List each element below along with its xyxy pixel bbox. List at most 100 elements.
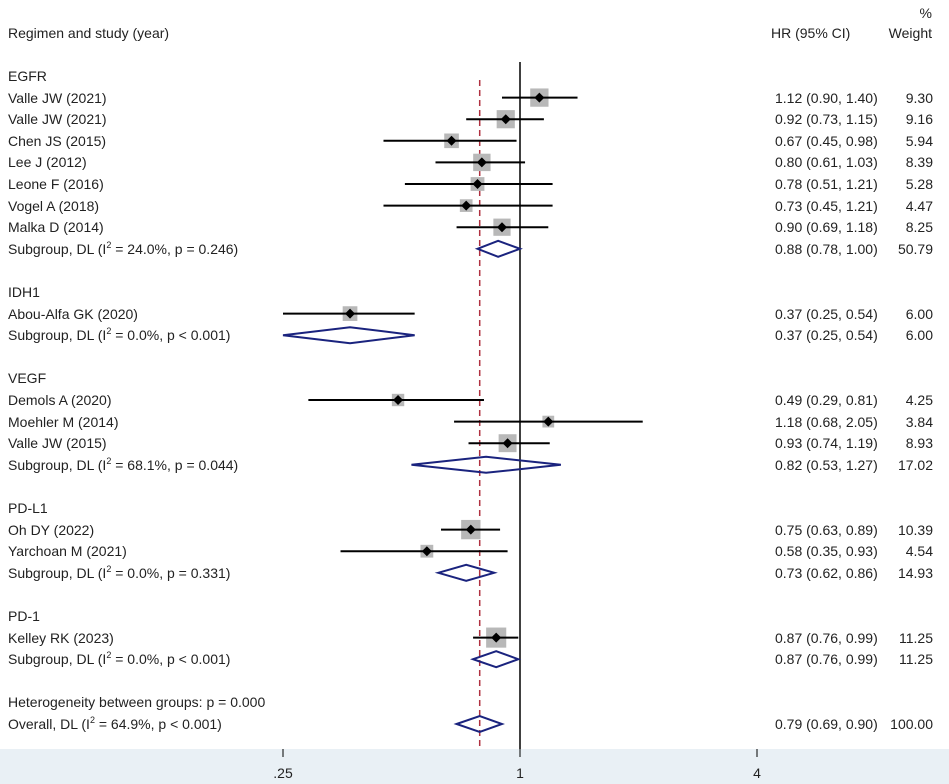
study-marker-point-estimate [345,308,356,319]
study-row-weight: 4.54 [905,543,933,560]
study-row-weight: 8.93 [905,435,933,452]
study-label: Lee J (2012) [8,154,87,171]
study-row-hr-ci: 0.80 (0.61, 1.03) [775,154,878,171]
overall-row-hr-ci: 0.79 (0.69, 0.90) [775,716,878,732]
study-row-weight: 5.94 [905,132,933,149]
study-marker-point-estimate [491,632,502,643]
subgroup-row-hr-ci: 0.73 (0.62, 0.86) [775,564,878,581]
study-label: Valle JW (2015) [8,435,107,452]
study-label: Vogel A (2018) [8,197,100,214]
subgroup-label-i2-superscript: 2 [106,239,112,250]
subgroup-label-prefix: Subgroup, DL (I [8,240,107,257]
subgroup-label-suffix: = 68.1%, p = 0.044) [111,456,239,473]
study-row-hr-ci: 0.90 (0.69, 1.18) [775,219,878,236]
study-label: Yarchoan M (2021) [8,543,127,560]
study-label: Oh DY (2022) [8,521,95,538]
study-marker-point-estimate [543,416,554,427]
group-label: EGFR [8,68,47,84]
subgroup-row-hr-ci: 0.82 (0.53, 1.27) [775,456,878,473]
subgroup-label-i2-superscript: 2 [106,650,112,661]
group-label: PD-1 [8,608,40,624]
group-label: VEGF [8,370,47,387]
study-label: Valle JW (2021) [8,111,107,128]
study-row-weight: 8.25 [905,219,933,236]
subgroup-label-suffix: = 0.0%, p < 0.001) [111,327,231,344]
study-row-hr-ci: 0.67 (0.45, 0.98) [775,132,878,149]
study-row-hr-ci: 0.87 (0.76, 0.99) [775,629,878,646]
study-marker-point-estimate [496,222,507,233]
subgroup-label-i2-superscript: 2 [106,563,112,574]
heterogeneity-label: Heterogeneity between groups: p = 0.000 [8,694,266,711]
subgroup-row-weight: 14.93 [897,564,933,581]
study-row-weight: 11.25 [899,629,933,646]
subgroup-label: Subgroup, DL (I2 = 68.1%, p = 0.044) [8,455,239,473]
study-marker-point-estimate [476,157,487,168]
study-label: Leone F (2016) [8,176,104,192]
study-label: Chen JS (2015) [8,132,107,149]
overall-diamond [453,714,505,734]
study-label: Malka D (2014) [8,219,104,236]
subgroup-label-suffix: = 0.0%, p < 0.001) [111,651,231,668]
overall-label-i2-superscript: 2 [89,715,95,725]
study-row-weight: 10.39 [897,521,933,538]
x-tick-label: 4 [753,765,761,781]
overall-row-weight: 100.00 [890,716,933,732]
study-row-hr-ci: 0.37 (0.25, 0.54) [775,305,878,322]
subgroup-diamond [470,650,522,669]
study-label: Valle JW (2021) [8,89,107,106]
group-label: IDH1 [8,284,40,300]
subgroup-row-hr-ci: 0.37 (0.25, 0.54) [775,327,878,344]
study-row-weight: 4.47 [905,197,933,214]
weight-header-percent: % [919,5,932,21]
overall-label-suffix: = 64.9%, p < 0.001) [94,716,222,732]
subgroup-label-i2-superscript: 2 [106,455,112,466]
subgroup-diamond [411,455,561,474]
weight-column-header: Weight [888,25,932,41]
subgroup-row-weight: 11.25 [899,651,933,668]
subgroup-label-i2-superscript: 2 [106,326,112,337]
study-label: Abou-Alfa GK (2020) [8,305,138,322]
study-row-weight: 6.00 [905,305,933,322]
study-row-hr-ci: 1.18 (0.68, 2.05) [775,413,878,430]
study-label: Kelley RK (2023) [8,629,114,646]
study-column-header: Regimen and study (year) [8,25,170,41]
subgroup-label-prefix: Subgroup, DL (I [8,564,107,581]
subgroup-diamond [474,239,523,258]
study-row-weight: 5.28 [905,176,933,192]
subgroup-row-weight: 6.00 [905,327,933,344]
subgroup-label: Subgroup, DL (I2 = 0.0%, p < 0.001) [8,326,231,344]
study-marker-point-estimate [393,395,404,405]
study-row-weight: 9.30 [905,89,933,106]
study-marker-point-estimate [465,524,476,535]
subgroup-label-prefix: Subgroup, DL (I [8,327,107,344]
study-marker-point-estimate [461,200,472,211]
group-label: PD-L1 [8,500,48,516]
study-marker-point-estimate [421,546,432,557]
subgroup-label: Subgroup, DL (I2 = 0.0%, p < 0.001) [8,650,231,668]
study-label: Moehler M (2014) [8,413,119,430]
hr-column-header: HR (95% CI) [771,25,851,41]
forest-plot-panel: % Regimen and study (year) HR (95% CI) W… [0,0,949,757]
subgroup-label-prefix: Subgroup, DL (I [8,651,107,668]
study-row-weight: 3.84 [905,413,933,430]
subgroup-row-weight: 17.02 [897,456,933,473]
subgroup-row-hr-ci: 0.88 (0.78, 1.00) [775,240,878,257]
study-row-hr-ci: 0.73 (0.45, 1.21) [775,197,878,214]
study-marker-point-estimate [446,135,457,146]
study-row-hr-ci: 0.75 (0.63, 0.89) [775,521,878,538]
subgroup-label-suffix: = 24.0%, p = 0.246) [111,240,239,257]
study-row-hr-ci: 0.49 (0.29, 0.81) [775,392,878,408]
study-row-hr-ci: 0.92 (0.73, 1.15) [775,111,878,128]
study-label: Demols A (2020) [8,392,112,408]
study-row-weight: 9.16 [905,111,933,128]
study-row-hr-ci: 1.12 (0.90, 1.40) [775,89,878,106]
subgroup-row-hr-ci: 0.87 (0.76, 0.99) [775,651,878,668]
study-row-hr-ci: 0.78 (0.51, 1.21) [775,176,878,192]
overall-label: Overall, DL (I2 = 64.9%, p < 0.001) [8,715,222,733]
study-marker-point-estimate [502,438,513,449]
subgroup-diamond [282,326,415,345]
study-row-hr-ci: 0.93 (0.74, 1.19) [775,435,878,452]
x-tick-label: 1 [516,765,524,781]
subgroup-label-suffix: = 0.0%, p = 0.331) [111,564,231,581]
